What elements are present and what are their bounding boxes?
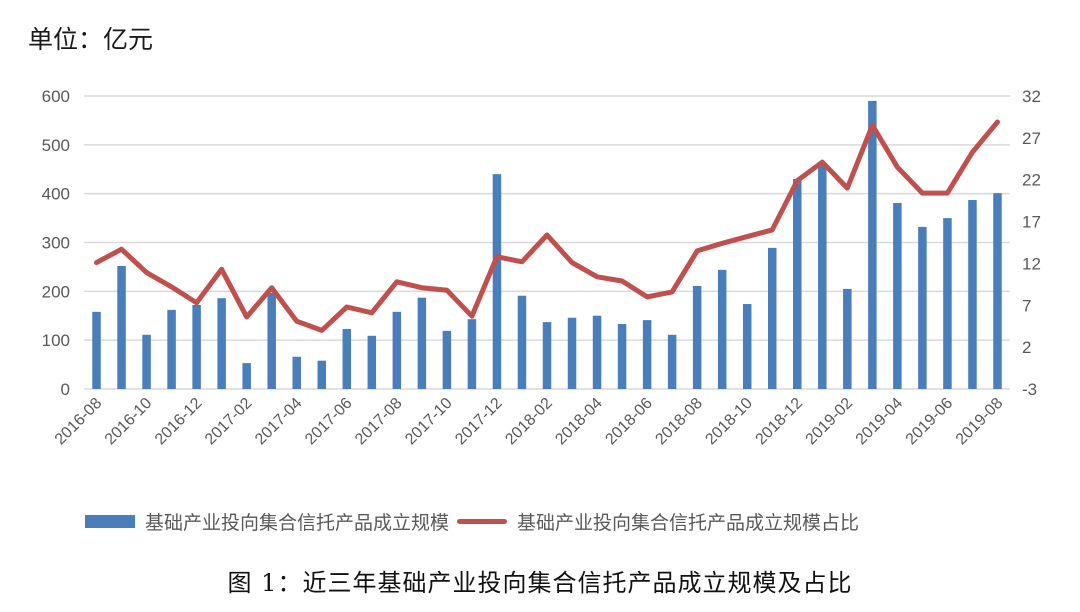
right-tick-label: 22 [1022, 171, 1041, 190]
right-tick-label: -3 [1022, 380, 1037, 399]
x-tick-label: 2017-12 [452, 395, 506, 449]
bar [367, 335, 377, 389]
bar [267, 292, 276, 389]
bar [467, 319, 477, 389]
bar [843, 288, 852, 389]
right-tick-label: 12 [1022, 254, 1041, 273]
x-tick-label: 2016-08 [52, 395, 106, 449]
legend-line-label: 基础产业投向集合信托产品成立规模占比 [517, 512, 860, 534]
bar [392, 311, 402, 389]
bar [417, 297, 427, 389]
x-tick-label: 2016-12 [152, 395, 206, 449]
bar [592, 315, 602, 389]
bar [517, 295, 527, 389]
bar [868, 100, 877, 389]
bar [117, 265, 126, 389]
x-tick-label: 2017-10 [402, 395, 456, 449]
figure-caption: 图 1：近三年基础产业投向集合信托产品成立规模及占比 [227, 569, 853, 597]
bar [742, 304, 752, 389]
x-tick-label: 2017-02 [202, 395, 256, 449]
right-tick-label: 2 [1022, 338, 1031, 357]
bar [142, 334, 151, 389]
bar [442, 330, 452, 389]
left-tick-label: 600 [42, 87, 70, 106]
legend: 基础产业投向集合信托产品成立规模 基础产业投向集合信托产品成立规模占比 [85, 508, 867, 535]
x-tick-label: 2019-04 [853, 395, 907, 449]
bar [167, 309, 176, 389]
bar [943, 218, 952, 389]
bar [242, 363, 251, 389]
x-tick-label: 2019-08 [953, 395, 1007, 449]
bar [717, 269, 727, 389]
unit-label: 单位：亿元 [28, 25, 154, 54]
line-series [94, 119, 1000, 333]
bar [993, 193, 1002, 389]
bar-series [92, 100, 1002, 389]
bar [968, 200, 977, 389]
x-tick-label: 2019-02 [803, 395, 857, 449]
x-tick-label: 2019-06 [903, 395, 957, 449]
left-tick-label: 400 [42, 185, 70, 204]
bar [667, 334, 677, 389]
x-axis-ticks: 2016-082016-102016-122017-022017-042017-… [52, 395, 1007, 449]
x-tick-label: 2018-10 [703, 395, 757, 449]
bar [92, 311, 101, 389]
ratio-line [94, 119, 1000, 333]
x-tick-label: 2016-10 [102, 395, 156, 449]
line-swatch-icon [457, 519, 508, 524]
bar [317, 360, 327, 389]
left-tick-label: 0 [61, 380, 70, 399]
bar [818, 163, 827, 389]
right-tick-label: 32 [1022, 87, 1041, 106]
left-tick-label: 200 [42, 282, 70, 301]
x-tick-label: 2018-06 [602, 395, 656, 449]
bar [642, 320, 652, 389]
bar-swatch-icon [85, 515, 135, 528]
bar [542, 322, 552, 389]
legend-item-bar: 基础产业投向集合信托产品成立规模 [85, 508, 449, 535]
left-tick-label: 300 [42, 234, 70, 253]
x-tick-label: 2017-06 [302, 395, 356, 449]
x-tick-label: 2018-04 [552, 395, 606, 449]
x-tick-label: 2017-04 [252, 395, 306, 449]
bar [567, 317, 577, 389]
bar [692, 285, 702, 389]
x-tick-label: 2018-02 [502, 395, 556, 449]
left-axis-ticks: 0 100 200 300 400 500 600 [42, 87, 70, 399]
bar [192, 305, 201, 389]
bar [292, 356, 301, 389]
bar [767, 247, 777, 389]
bar [492, 174, 502, 389]
x-tick-label: 2018-12 [753, 395, 807, 449]
bar [617, 324, 627, 389]
left-tick-label: 500 [42, 136, 70, 155]
bar [217, 298, 226, 389]
bar [793, 179, 802, 389]
right-tick-label: 27 [1022, 129, 1041, 148]
bar [342, 328, 352, 389]
x-tick-label: 2018-08 [652, 395, 706, 449]
x-tick-label: 2017-08 [352, 395, 406, 449]
left-tick-label: 100 [42, 331, 70, 350]
legend-item-line: 基础产业投向集合信托产品成立规模占比 [457, 508, 859, 535]
right-tick-label: 17 [1022, 213, 1041, 232]
legend-bar-label: 基础产业投向集合信托产品成立规模 [145, 512, 450, 534]
bar [918, 226, 927, 389]
bar [893, 202, 902, 389]
right-tick-label: 7 [1022, 296, 1031, 315]
